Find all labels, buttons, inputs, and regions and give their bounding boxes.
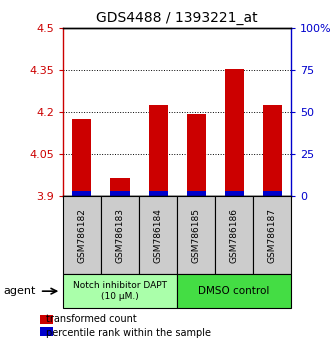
Bar	[111, 178, 129, 196]
Bar	[72, 192, 91, 196]
Text: transformed count: transformed count	[46, 314, 137, 324]
Bar	[187, 114, 206, 196]
Title: GDS4488 / 1393221_at: GDS4488 / 1393221_at	[96, 11, 258, 24]
Text: GSM786187: GSM786187	[268, 208, 277, 263]
Bar	[72, 119, 91, 196]
Bar	[111, 192, 129, 196]
Bar	[263, 192, 282, 196]
Text: GSM786183: GSM786183	[116, 208, 124, 263]
Bar	[149, 105, 167, 196]
Text: percentile rank within the sample: percentile rank within the sample	[46, 328, 211, 338]
Bar	[149, 192, 167, 196]
Text: GSM786184: GSM786184	[154, 208, 163, 263]
Bar	[263, 105, 282, 196]
Bar	[225, 192, 244, 196]
Bar	[187, 192, 206, 196]
Text: agent: agent	[3, 286, 36, 296]
Text: GSM786185: GSM786185	[192, 208, 201, 263]
Text: GSM786186: GSM786186	[230, 208, 239, 263]
Bar	[225, 69, 244, 196]
Text: GSM786182: GSM786182	[77, 208, 86, 263]
Text: DMSO control: DMSO control	[199, 286, 270, 296]
Text: Notch inhibitor DAPT
(10 μM.): Notch inhibitor DAPT (10 μM.)	[73, 281, 167, 301]
